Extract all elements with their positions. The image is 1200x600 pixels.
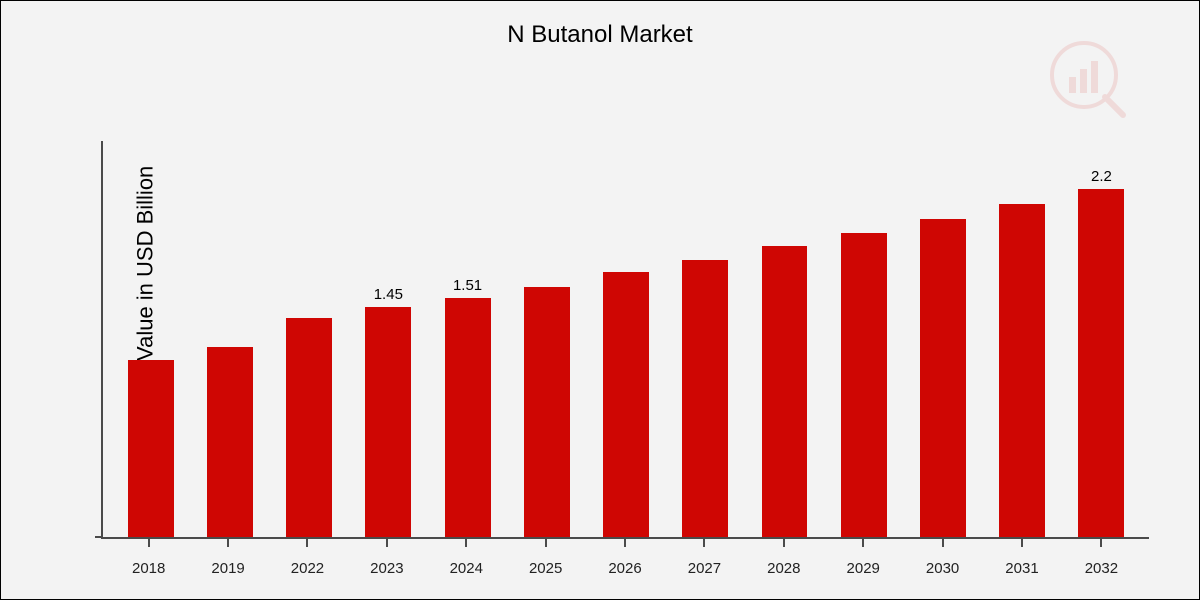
x-ticks [101, 539, 1149, 547]
x-tick-label: 2025 [506, 560, 585, 577]
bar [365, 307, 411, 537]
bar-value-label: 1.45 [374, 286, 403, 303]
bar-slot [586, 141, 665, 537]
bar-slot [269, 141, 348, 537]
x-tick-label: 2018 [109, 560, 188, 577]
bar-slot [507, 141, 586, 537]
x-tick-label: 2028 [744, 560, 823, 577]
bar [999, 204, 1045, 537]
x-tick [427, 539, 506, 547]
plot-area: 1.45 1.51 2.2 [101, 141, 1149, 539]
bar-slot: 1.51 [428, 141, 507, 537]
bar [1078, 189, 1124, 537]
x-tick [665, 539, 744, 547]
bar-value-label: 1.51 [453, 277, 482, 294]
chart-title: N Butanol Market [1, 21, 1199, 49]
x-tick [744, 539, 823, 547]
bars-container: 1.45 1.51 2.2 [103, 141, 1149, 537]
bar-slot [666, 141, 745, 537]
x-tick [982, 539, 1061, 547]
bar [841, 233, 887, 537]
bar-slot [190, 141, 269, 537]
bar-slot [745, 141, 824, 537]
bar-slot: 2.2 [1062, 141, 1141, 537]
watermark-logo-icon [1039, 35, 1129, 130]
x-tick-label: 2029 [824, 560, 903, 577]
x-axis-labels: 2018201920222023202420252026202720282029… [101, 560, 1149, 577]
x-tick-label: 2023 [347, 560, 426, 577]
y-origin-tick [95, 536, 103, 538]
bar-value-label: 2.2 [1091, 168, 1112, 185]
x-tick [903, 539, 982, 547]
x-tick-label: 2032 [1062, 560, 1141, 577]
x-tick-label: 2019 [188, 560, 267, 577]
bar-slot [983, 141, 1062, 537]
bar-slot [111, 141, 190, 537]
bar [682, 260, 728, 537]
x-tick [824, 539, 903, 547]
x-tick [188, 539, 267, 547]
bar [762, 246, 808, 537]
x-tick-label: 2030 [903, 560, 982, 577]
x-tick [1062, 539, 1141, 547]
x-tick-label: 2027 [665, 560, 744, 577]
x-tick [506, 539, 585, 547]
x-tick [347, 539, 426, 547]
bar-slot [903, 141, 982, 537]
x-tick [585, 539, 664, 547]
x-tick-label: 2022 [268, 560, 347, 577]
bar-slot [824, 141, 903, 537]
x-tick-label: 2024 [427, 560, 506, 577]
bar [920, 219, 966, 537]
chart-frame: N Butanol Market Market Value in USD Bil… [0, 0, 1200, 600]
bar [286, 318, 332, 537]
x-tick [109, 539, 188, 547]
bar-slot: 1.45 [349, 141, 428, 537]
bar [207, 347, 253, 537]
x-tick-label: 2026 [585, 560, 664, 577]
x-tick-label: 2031 [982, 560, 1061, 577]
x-tick [268, 539, 347, 547]
bar [445, 298, 491, 537]
bar [128, 360, 174, 537]
bar [603, 272, 649, 537]
bar [524, 287, 570, 537]
